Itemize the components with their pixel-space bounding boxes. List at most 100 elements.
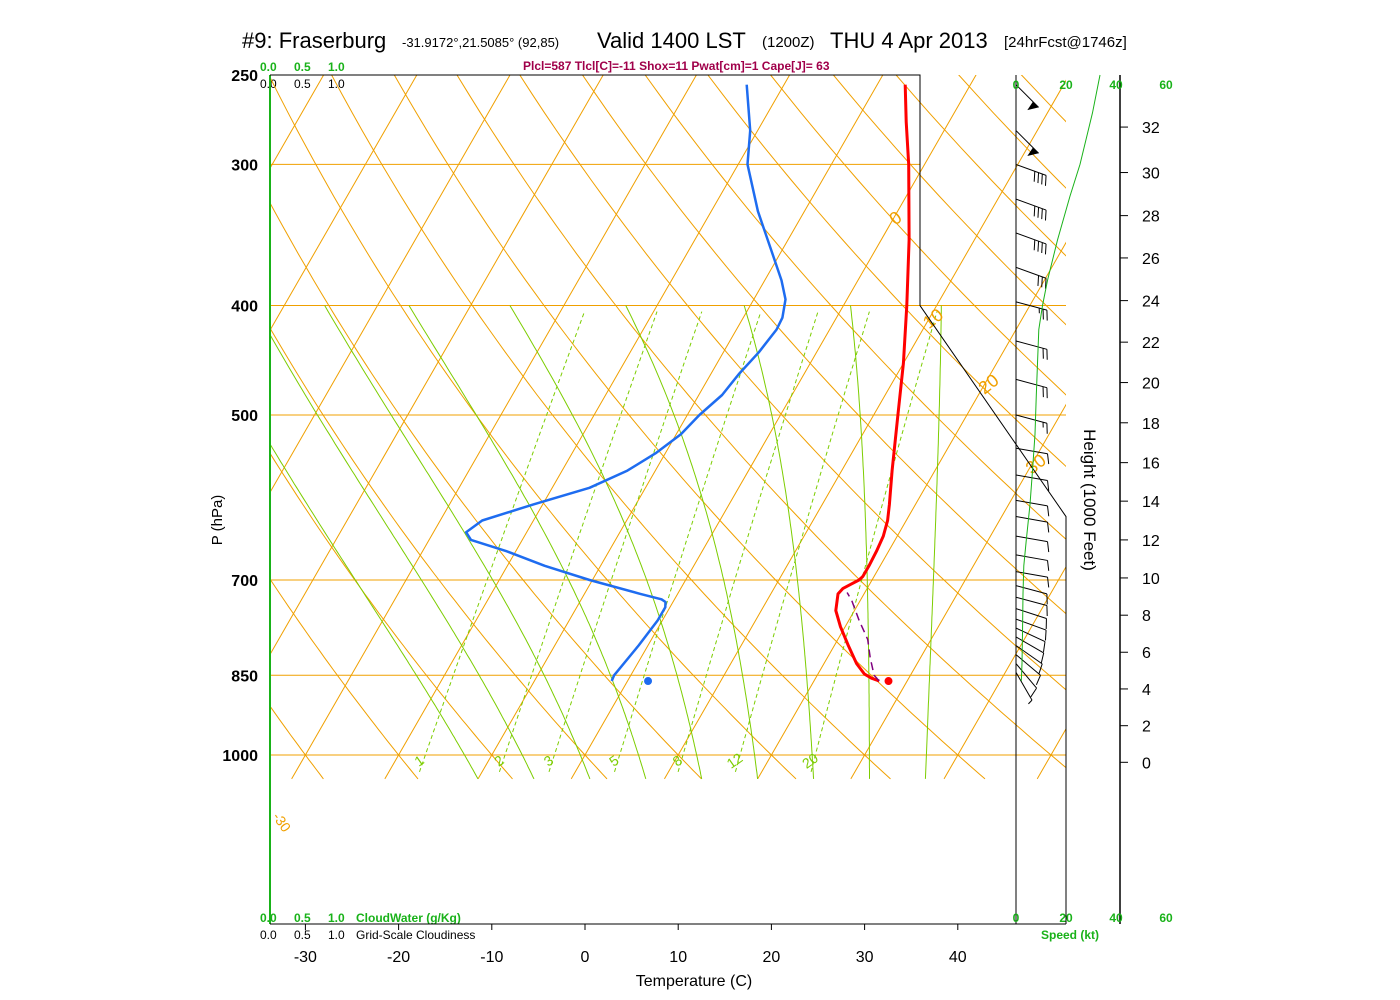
- wind-barb-staff: [1015, 596, 1048, 607]
- gridscale-cloudiness-label: Grid-Scale Cloudiness: [356, 928, 475, 942]
- height-tick-label-32: 32: [1142, 120, 1160, 137]
- isotherm--60: [270, 75, 418, 332]
- isotherm--90: [0, 55, 149, 779]
- height-tick-label-14: 14: [1142, 494, 1160, 511]
- wind-barb-25: [1015, 663, 1037, 698]
- height-tick-label-18: 18: [1142, 416, 1160, 433]
- wind-barb-staff: [1015, 414, 1048, 424]
- height-tick-label-4: 4: [1142, 682, 1151, 699]
- cloud-scale-top-green-1: 0.5: [294, 60, 311, 74]
- wind-barb-23: [1015, 645, 1043, 674]
- title-coords: -31.9172°,21.5085° (92,85): [402, 35, 559, 50]
- isotherm-0: [570, 75, 977, 780]
- dry-adiabat-10: [270, 201, 702, 780]
- pressure-tick-label-850: 850: [231, 668, 258, 685]
- wind-barb-feather: [1033, 205, 1036, 217]
- wind-barb-staff: [1015, 585, 1048, 595]
- speed-tick-top-60: 60: [1159, 78, 1173, 92]
- wind-barb-feather: [1047, 541, 1050, 553]
- mixing-ratio-line-1: [419, 311, 585, 773]
- wind-barb-feather: [1030, 687, 1037, 698]
- wind-barb-staff: [1015, 554, 1048, 561]
- height-speed-profile: [1020, 74, 1101, 682]
- dry-adiabat-200: [1375, 55, 1400, 779]
- height-tick-label-12: 12: [1142, 533, 1160, 550]
- wind-barb-2: [1015, 163, 1047, 186]
- dry-adiabat-20: [270, 76, 797, 780]
- pressure-tick-label-250: 250: [231, 68, 258, 85]
- pressure-tick-label-500: 500: [231, 408, 258, 425]
- cloud-scale-bottom-black-0: 0.0: [260, 928, 277, 942]
- isotherm-30: [850, 403, 1066, 780]
- mixing-ratio-label-2: 2: [491, 752, 507, 770]
- wind-barb-0: [1015, 84, 1039, 111]
- x-axis-ticks: -30 -20 -10 0 10 20 30 40: [294, 924, 967, 966]
- wind-barb-feather: [1044, 243, 1047, 255]
- x-tick-label-10: 10: [669, 949, 687, 966]
- cloud-scale-bottom: 0.0 0.5 1.0 CloudWater (g/Kg) 0.0 0.5 1.…: [260, 911, 475, 942]
- wind-barb-staff: [1015, 378, 1048, 389]
- dry-adiabat-120: [895, 75, 1066, 257]
- moist-adiabat-7: [850, 305, 870, 779]
- cloud-scale-bottom-green-2: 1.0: [328, 911, 345, 925]
- dry-adiabat-160: [1127, 55, 1400, 779]
- dry-adiabat-70: [581, 75, 1066, 615]
- isotherm--10: [477, 75, 884, 780]
- pressure-tick-label-1000: 1000: [222, 748, 258, 765]
- title-forecast: [24hrFcst@1746z]: [1004, 34, 1127, 51]
- wind-barb-staff: [1015, 232, 1047, 245]
- moist-adiabat-0: [270, 442, 479, 780]
- mixing-ratio-line-3: [548, 311, 703, 773]
- cloud-scale-bottom-black-2: 1.0: [328, 928, 345, 942]
- isotherm--70: [270, 75, 325, 170]
- dry-adiabat--30: [270, 705, 324, 780]
- dry-adiabat--20: [270, 578, 419, 780]
- moist-adiabat-1: [270, 333, 535, 780]
- wind-barb-staff: [1015, 672, 1033, 701]
- isotherm--50: [270, 75, 511, 494]
- wind-barb-feather: [1047, 522, 1050, 533]
- dry-adiabat-80: [644, 75, 1066, 540]
- wind-barb-staff: [1015, 130, 1039, 154]
- wind-barb-15: [1015, 554, 1050, 571]
- dry-adiabat--10: [270, 452, 513, 780]
- wind-barb-staff: [1015, 654, 1041, 676]
- moist-adiabat-3: [408, 305, 647, 780]
- wind-barb-19: [1015, 608, 1047, 629]
- wind-barb-pennant: [1027, 147, 1039, 157]
- isotherm-40: [943, 565, 1066, 780]
- title-station: #9: Fraserburg: [242, 28, 386, 53]
- x-tick-label-0: 0: [581, 949, 590, 966]
- height-tick-label-10: 10: [1142, 571, 1160, 588]
- mixing-ratio-labels: 1 2 3 5 8 12 20: [411, 749, 821, 771]
- speed-tick-top-20: 20: [1059, 78, 1073, 92]
- title-zulu: (1200Z): [762, 34, 815, 51]
- isotherm-50: [1036, 727, 1066, 780]
- temperature-line: [834, 84, 911, 683]
- wind-barb-21: [1015, 627, 1046, 652]
- x-tick-label--10: -10: [480, 949, 503, 966]
- mixing-ratio-label-20: 20: [799, 749, 821, 771]
- height-tick-label-24: 24: [1142, 294, 1160, 311]
- cloud-scale-bottom-green-1: 0.5: [294, 911, 311, 925]
- cloudwater-label: CloudWater (g/Kg): [356, 911, 461, 925]
- parcel-line: [846, 592, 880, 682]
- dry-adiabat-170: [1189, 55, 1400, 779]
- dry-adiabat-60: [519, 75, 1066, 691]
- x-tick-label-40: 40: [949, 949, 967, 966]
- wind-barb-9: [1015, 414, 1048, 434]
- speed-tick-top-0: 0: [1013, 78, 1020, 92]
- isotherm--20: [384, 75, 791, 780]
- wind-barb-staff: [1015, 516, 1048, 523]
- cloud-scale-bottom-black-1: 0.5: [294, 928, 311, 942]
- wind-barb-feather: [1037, 275, 1040, 286]
- wind-barb-staff: [1015, 266, 1047, 279]
- dry-adiabat-140: [1020, 75, 1066, 123]
- wind-barb-feather: [1044, 210, 1047, 221]
- isotherm-lines: [0, 55, 1066, 780]
- plot-frame: [269, 74, 1121, 925]
- moist-adiabat-2: [324, 305, 591, 780]
- isotherm-label-right-0: 0: [885, 207, 905, 229]
